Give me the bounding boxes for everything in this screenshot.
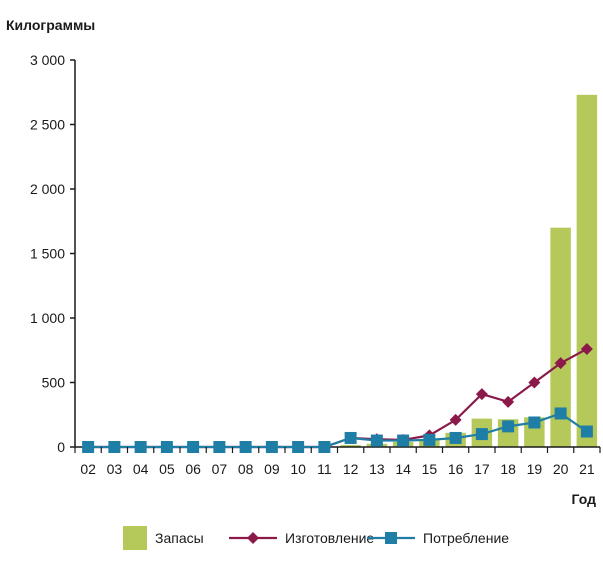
point-marker	[580, 425, 593, 438]
point-marker	[292, 441, 305, 453]
x-tick-label: 04	[133, 461, 149, 477]
lines-group	[82, 342, 593, 453]
legend-label: Потребление	[423, 530, 509, 546]
point-marker	[239, 441, 252, 453]
x-tick-label: 07	[212, 461, 228, 477]
point-marker	[397, 434, 410, 447]
x-tick-label: 06	[185, 461, 201, 477]
x-tick-label: 20	[553, 461, 569, 477]
point-marker	[318, 441, 331, 453]
axes	[74, 60, 600, 448]
point-marker	[528, 416, 541, 429]
x-tick-label: 05	[159, 461, 175, 477]
y-axis-ticks: 0 500 1 000 1 500 2 000 2 500 3 000	[30, 52, 75, 455]
x-tick-label: 15	[422, 461, 438, 477]
point-marker	[370, 434, 383, 447]
bars-group	[340, 94, 598, 447]
point-marker	[187, 441, 200, 453]
bar	[576, 94, 598, 447]
y-tick-label: 0	[57, 439, 65, 455]
x-tick-label: 18	[500, 461, 516, 477]
x-tick-label: 02	[80, 461, 96, 477]
x-tick-label: 11	[317, 461, 332, 477]
bar	[340, 445, 361, 447]
point-marker	[554, 407, 567, 420]
point-marker	[344, 431, 357, 444]
point-marker	[449, 413, 462, 426]
legend-label: Изготовление	[285, 530, 374, 546]
y-axis-title: Килограммы	[6, 17, 95, 33]
x-tick-label: 16	[448, 461, 464, 477]
point-marker	[108, 441, 121, 453]
point-marker	[213, 441, 226, 453]
y-tick-label: 500	[42, 375, 66, 391]
x-tick-label: 12	[343, 461, 359, 477]
y-tick-label: 2 500	[30, 117, 65, 133]
point-marker	[265, 441, 278, 453]
point-marker	[160, 441, 173, 453]
point-marker	[134, 441, 147, 453]
point-marker	[82, 441, 95, 453]
y-tick-label: 1 000	[30, 310, 65, 326]
point-marker	[580, 342, 593, 355]
point-marker	[528, 376, 541, 389]
x-tick-label: 13	[369, 461, 385, 477]
point-marker	[554, 357, 567, 370]
legend-swatch	[123, 526, 147, 550]
x-tick-label: 17	[474, 461, 490, 477]
point-marker	[502, 420, 515, 433]
point-marker	[449, 431, 462, 444]
legend-label: Запасы	[155, 530, 204, 546]
x-tick-label: 14	[395, 461, 411, 477]
y-tick-label: 3 000	[30, 52, 65, 68]
legend: Запасы Изготовление Потребление	[123, 526, 509, 550]
legend-marker	[385, 532, 397, 544]
point-marker	[502, 395, 515, 408]
point-marker	[475, 428, 488, 441]
y-tick-label: 2 000	[30, 181, 65, 197]
x-axis-ticks: 02 03 04 05 06 07 08 09 10 11 12 13 14 15 16 17 18 19 20 21	[74, 447, 601, 477]
x-tick-label: 03	[107, 461, 123, 477]
legend-marker	[247, 532, 259, 544]
x-tick-label: 19	[527, 461, 543, 477]
y-tick-label: 1 500	[30, 246, 65, 262]
point-marker	[423, 433, 436, 446]
point-marker	[475, 388, 488, 401]
x-tick-label: 10	[290, 461, 306, 477]
x-tick-label: 09	[264, 461, 280, 477]
x-axis-title: Год	[572, 491, 597, 507]
x-tick-label: 08	[238, 461, 254, 477]
x-tick-label: 21	[579, 461, 595, 477]
bar	[550, 227, 571, 447]
